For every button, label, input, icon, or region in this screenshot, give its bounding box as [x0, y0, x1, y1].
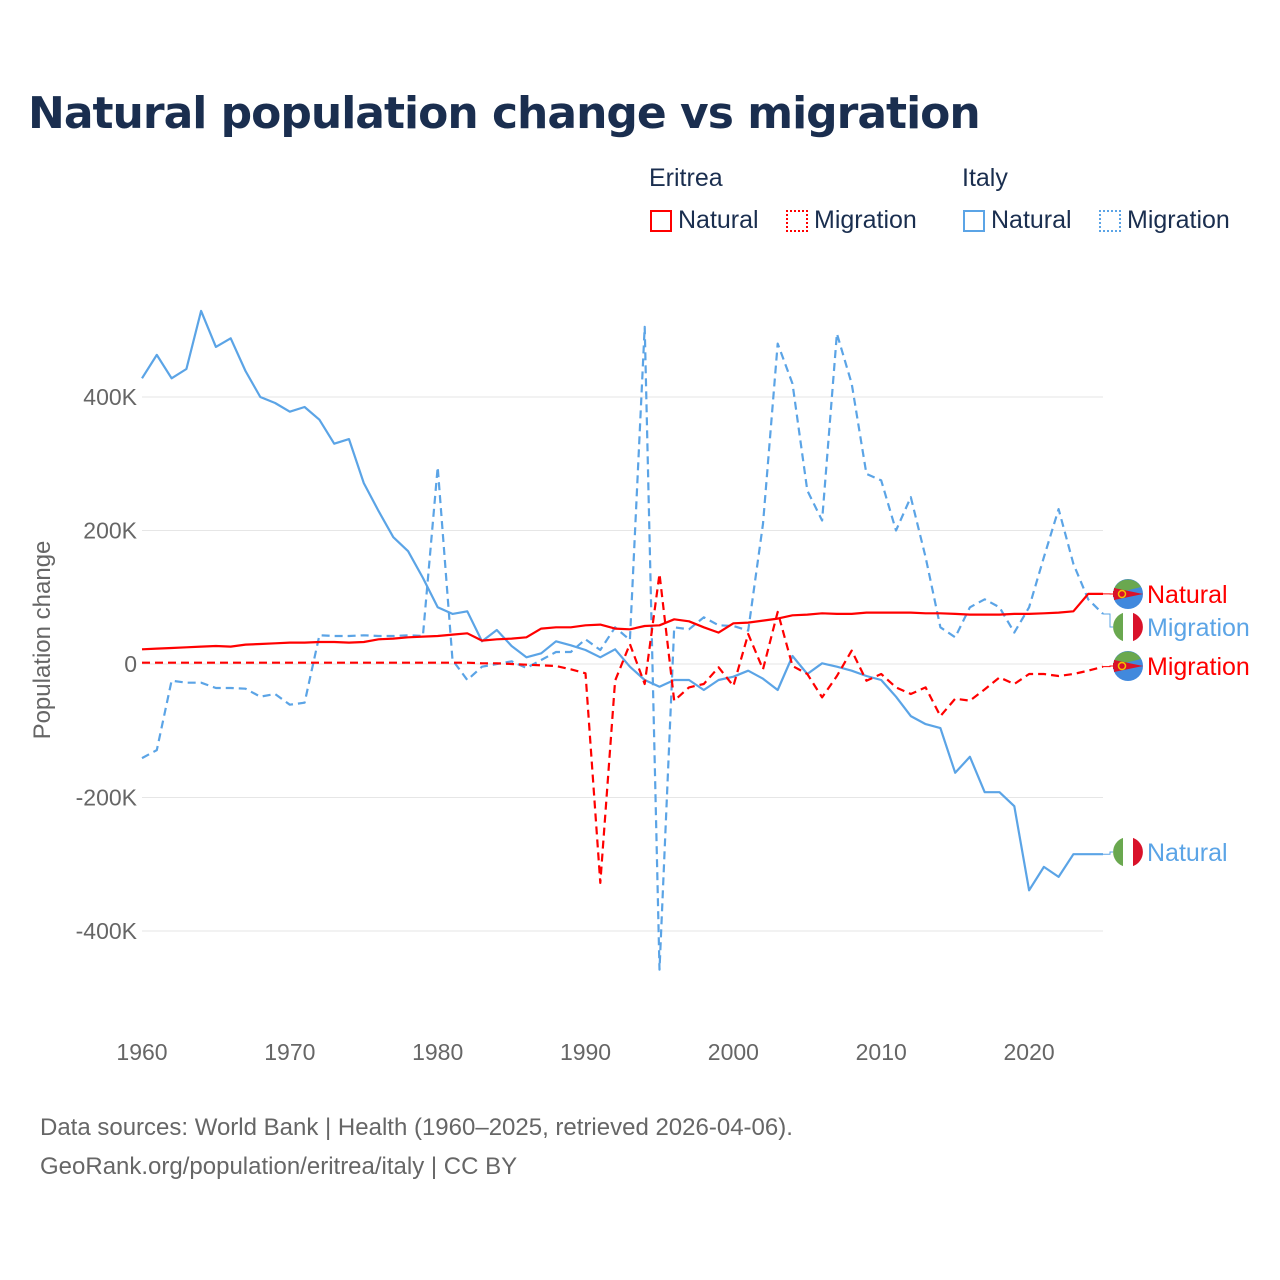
legend-swatch-dotted: [786, 209, 808, 232]
legend-label: Migration: [1127, 206, 1230, 234]
end-label-connector: [1103, 665, 1114, 668]
series-line-italy-natural: [141, 309, 1103, 892]
x-tick-label: 2020: [1003, 1039, 1054, 1065]
series-line-italy-migration: [141, 325, 1104, 971]
italy-flag-icon: [1113, 837, 1143, 867]
flag-red: [1133, 837, 1143, 867]
flag-green: [1113, 837, 1123, 867]
footer: Data sources: World Bank | Health (1960–…: [40, 1108, 793, 1186]
series-line-eritrea-migration: [142, 572, 1104, 884]
legend-label: Natural: [991, 206, 1072, 234]
x-tick-label: 1980: [412, 1039, 463, 1065]
flag-emblem: [1117, 661, 1127, 671]
x-tick-label: 2000: [708, 1039, 759, 1065]
y-tick-label: -200K: [76, 785, 138, 811]
legend-label: Natural: [678, 206, 759, 234]
y-tick-label: 400K: [83, 384, 137, 410]
legend-group-italy: Italy: [962, 164, 1008, 192]
series-line-eritrea-natural: [141, 592, 1103, 651]
flag-green: [1113, 612, 1123, 642]
end-label-connector: [1103, 851, 1114, 855]
y-tick-label: 0: [124, 651, 137, 677]
attribution-link[interactable]: GeoRank.org/population/eritrea/italy | C…: [40, 1153, 518, 1180]
end-label: Migration: [1147, 653, 1250, 681]
flag-red: [1133, 612, 1143, 642]
legend-eritrea-migration[interactable]: Migration: [786, 206, 917, 235]
end-label: Natural: [1147, 581, 1228, 609]
x-tick-label: 1960: [116, 1039, 167, 1065]
legend-eritrea-natural[interactable]: Natural: [650, 206, 759, 235]
y-tick-label: -400K: [76, 918, 138, 944]
eritrea-flag-icon: [1113, 579, 1143, 609]
legend-swatch-solid: [963, 209, 985, 232]
flag-emblem: [1117, 589, 1127, 599]
x-tick-label: 1970: [264, 1039, 315, 1065]
italy-flag-icon: [1113, 612, 1143, 642]
y-tick-label: 200K: [83, 518, 137, 544]
end-label: Migration: [1147, 614, 1250, 642]
x-tick-label: 2010: [856, 1039, 907, 1065]
legend-swatch-dotted: [1099, 209, 1121, 232]
legend-italy-natural[interactable]: Natural: [963, 206, 1072, 235]
data-source-text: Data sources: World Bank | Health (1960–…: [40, 1114, 793, 1141]
legend-italy-migration[interactable]: Migration: [1099, 206, 1230, 235]
x-tick-label: 1990: [560, 1039, 611, 1065]
legend-label: Migration: [814, 206, 917, 234]
legend-group-eritrea: Eritrea: [649, 164, 723, 192]
eritrea-flag-icon: [1113, 651, 1143, 681]
end-label-connector: [1103, 613, 1114, 628]
legend-swatch-solid: [650, 209, 672, 232]
chart-title: Natural population change vs migration: [28, 88, 981, 139]
end-label: Natural: [1147, 839, 1228, 867]
y-axis-label: Population change: [29, 541, 56, 740]
